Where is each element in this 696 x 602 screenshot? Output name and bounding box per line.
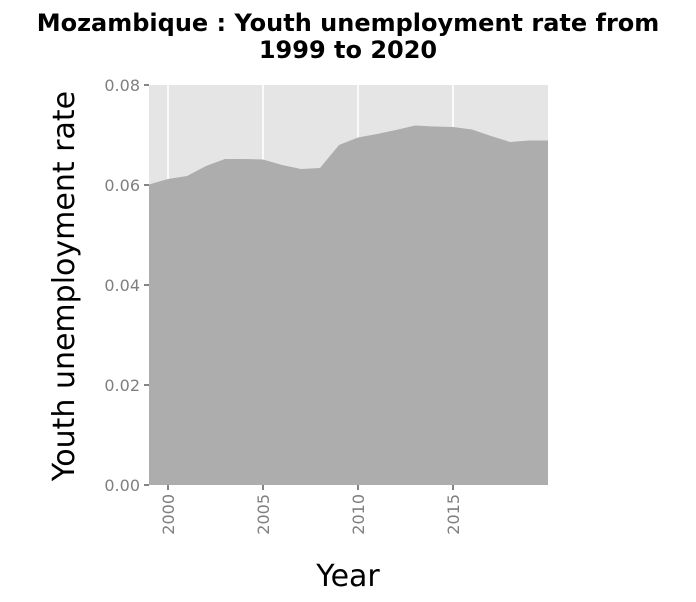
x-tick-label: 2015: [444, 494, 463, 535]
x-axis-ticks: 2000 2005 2010 2015: [159, 485, 463, 535]
x-axis-label: Year: [315, 559, 380, 594]
chart-title-line-2: 1999 to 2020: [259, 36, 437, 64]
x-tick-label: 2010: [349, 494, 368, 535]
y-axis-label: Youth unemployment rate: [47, 91, 82, 482]
y-tick-label: 0.00: [104, 476, 140, 495]
y-tick-label: 0.06: [104, 176, 140, 195]
area-series-0: [149, 125, 548, 485]
chart-title-line-1: Mozambique : Youth unemployment rate fro…: [37, 9, 660, 37]
x-tick-label: 2005: [254, 494, 273, 535]
y-tick-label: 0.02: [104, 376, 140, 395]
x-tick-label: 2000: [159, 494, 178, 535]
y-axis-ticks: 0.00 0.02 0.04 0.06 0.08: [104, 76, 149, 495]
y-tick-label: 0.04: [104, 276, 140, 295]
y-tick-label: 0.08: [104, 76, 140, 95]
area-layer: [149, 125, 548, 485]
